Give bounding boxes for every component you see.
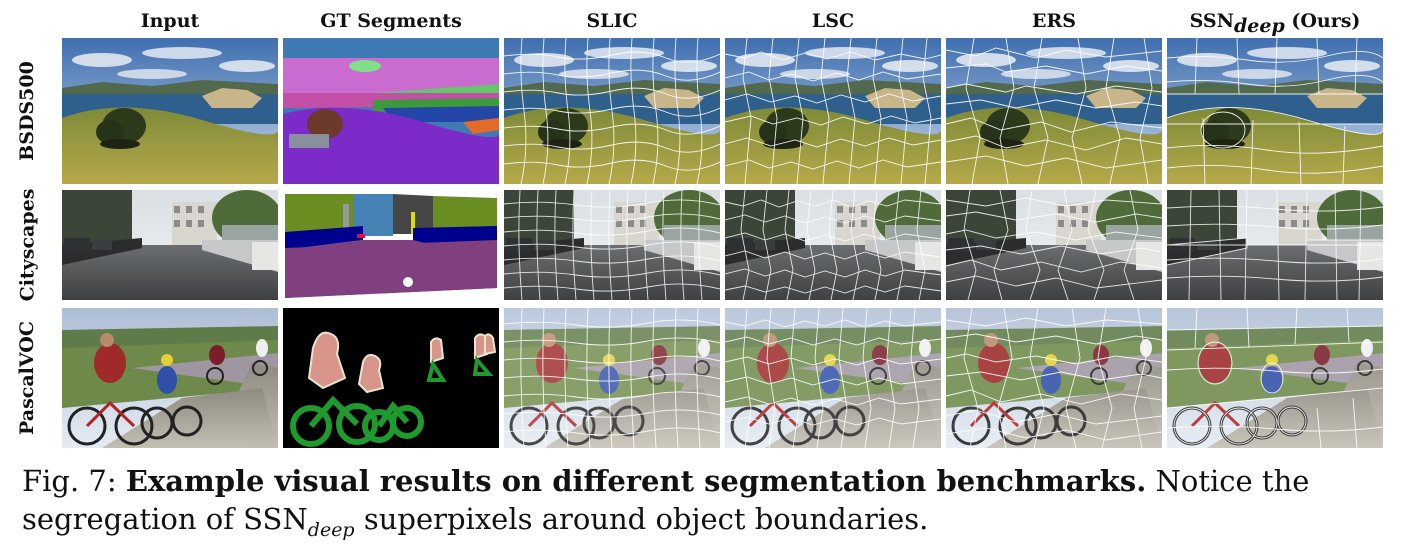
pascalvoc-gt-segments-image bbox=[283, 308, 499, 448]
bsds500-ers-image bbox=[946, 38, 1162, 184]
row-label-bsds500: BSDS500 bbox=[16, 61, 39, 161]
row-label-cityscapes: Cityscapes bbox=[16, 188, 38, 302]
cityscapes-lsc-image bbox=[725, 190, 941, 300]
figure-caption: Fig. 7: Example visual results on differ… bbox=[22, 462, 1392, 549]
row-header-bsds500: BSDS500 bbox=[4, 38, 50, 184]
pascalvoc-input-image bbox=[62, 308, 278, 448]
bsds500-lsc-image bbox=[725, 38, 941, 184]
bsds500-ssn-deep-image bbox=[1167, 38, 1383, 184]
column-header-slic: SLIC bbox=[586, 10, 638, 32]
column-header-ers: ERS bbox=[1032, 10, 1076, 32]
caption-bold-title: Example visual results on different segm… bbox=[125, 464, 1147, 498]
row-header-pascalvoc: PascalVOC bbox=[4, 308, 50, 448]
caption-subscript: deep bbox=[307, 518, 355, 541]
caption-prefix: Fig. 7: bbox=[22, 464, 126, 498]
column-header-lsc: LSC bbox=[811, 10, 855, 32]
column-header-gt-segments: GT Segments bbox=[320, 10, 462, 32]
row-label-pascalvoc: PascalVOC bbox=[16, 321, 38, 435]
bsds500-slic-image bbox=[504, 38, 720, 184]
bsds500-input-image bbox=[62, 38, 278, 184]
column-header-input: Input bbox=[140, 10, 200, 32]
cityscapes-gt-segments-image bbox=[283, 190, 499, 300]
cityscapes-ers-image bbox=[946, 190, 1162, 300]
ssn-label: SSN bbox=[1189, 10, 1234, 32]
ssn-subscript: deep bbox=[1233, 14, 1285, 37]
pascalvoc-slic-image bbox=[504, 308, 720, 448]
caption-text-2: superpixels around object boundaries. bbox=[354, 502, 929, 536]
row-header-cityscapes: Cityscapes bbox=[4, 188, 50, 302]
column-header-ssn-deep: SSNdeep (Ours) bbox=[1167, 10, 1383, 37]
cityscapes-input-image bbox=[62, 190, 278, 300]
pascalvoc-ssn-deep-image bbox=[1167, 308, 1383, 448]
caption-text-1: Notice the segregation of SSN bbox=[22, 464, 1319, 536]
cityscapes-slic-image bbox=[504, 190, 720, 300]
pascalvoc-lsc-image bbox=[725, 308, 941, 448]
pascalvoc-ers-image bbox=[946, 308, 1162, 448]
cityscapes-ssn-deep-image bbox=[1167, 190, 1383, 300]
ssn-suffix: (Ours) bbox=[1284, 10, 1361, 32]
bsds500-gt-segments-image bbox=[283, 38, 499, 184]
